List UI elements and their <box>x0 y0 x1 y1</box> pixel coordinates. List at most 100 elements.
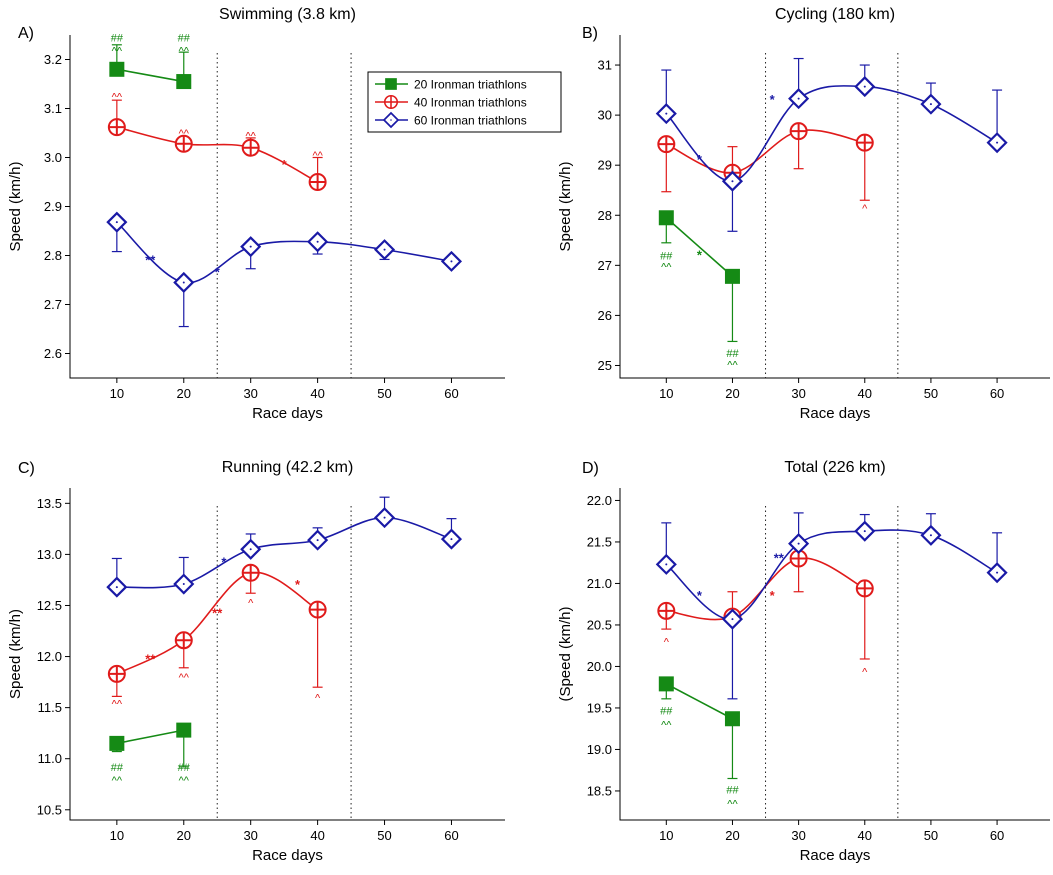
data-point <box>920 93 942 115</box>
significance-mark: * <box>215 265 221 280</box>
data-point <box>440 528 463 550</box>
significance-mark: * <box>295 577 301 592</box>
data-point <box>724 268 740 284</box>
data-point <box>307 231 329 253</box>
y-tick-label: 12.0 <box>37 649 62 664</box>
data-point <box>986 132 1008 154</box>
legend-marker <box>383 94 399 110</box>
x-tick-label: 30 <box>791 386 805 401</box>
y-tick-label: 3.0 <box>44 150 62 165</box>
data-point <box>655 103 677 125</box>
data-point <box>788 88 810 110</box>
significance-mark: * <box>770 92 776 107</box>
chart-title: Cycling (180 km) <box>775 6 895 23</box>
data-point <box>173 271 195 294</box>
significance-mark: ^ <box>862 666 868 678</box>
significance-mark: ** <box>774 551 785 566</box>
y-tick-label: 13.5 <box>37 496 62 511</box>
x-tick-label: 50 <box>924 828 938 843</box>
marker-diamond-dot <box>450 260 453 263</box>
axes-frame <box>69 35 505 379</box>
x-tick-label: 30 <box>791 828 805 843</box>
marker-diamond-dot <box>249 548 252 551</box>
marker-diamond-dot <box>182 583 185 586</box>
panel-label: A) <box>18 25 34 42</box>
data-point <box>176 74 192 90</box>
x-tick-label: 40 <box>858 828 872 843</box>
significance-mark: ^^ <box>246 130 257 142</box>
marker-diamond-dot <box>249 245 252 248</box>
legend-label: 20 Ironman triathlons <box>414 78 527 92</box>
significance-mark: * <box>697 152 703 167</box>
marker-diamond-dot <box>383 248 386 251</box>
marker-square <box>109 61 125 77</box>
panel-label: B) <box>582 25 598 42</box>
marker-square <box>109 735 125 751</box>
significance-mark: ^^ <box>661 261 672 273</box>
significance-mark: ## <box>111 32 124 44</box>
x-tick-label: 60 <box>990 828 1004 843</box>
x-axis-label: Race days <box>252 847 323 864</box>
x-tick-label: 60 <box>444 386 458 401</box>
significance-mark: ^ <box>315 692 321 704</box>
significance-mark: * <box>221 555 227 570</box>
x-tick-label: 40 <box>310 386 324 401</box>
significance-mark: * <box>697 588 703 603</box>
y-tick-label: 28 <box>598 208 612 223</box>
marker-diamond-dot <box>731 180 734 183</box>
x-tick-label: 30 <box>243 386 257 401</box>
significance-mark: ## <box>178 32 191 44</box>
significance-mark: ^^ <box>179 128 190 140</box>
marker-diamond-dot <box>115 221 118 224</box>
data-point <box>855 579 874 598</box>
data-point <box>107 118 126 137</box>
marker-diamond-dot <box>731 618 734 621</box>
marker-diamond-dot <box>450 538 453 541</box>
x-axis-label: Race days <box>800 405 871 422</box>
y-tick-label: 27 <box>598 258 612 273</box>
y-tick-label: 2.6 <box>44 346 62 361</box>
y-tick-label: 26 <box>598 308 612 323</box>
legend-marker <box>382 111 400 129</box>
significance-mark: ## <box>726 348 739 360</box>
significance-mark: * <box>770 588 776 603</box>
y-tick-label: 11.0 <box>38 751 62 766</box>
significance-mark: ^^ <box>179 672 190 684</box>
x-tick-label: 10 <box>110 828 124 843</box>
data-point <box>657 135 676 154</box>
x-tick-label: 20 <box>177 828 191 843</box>
marker-square <box>658 676 674 692</box>
y-tick-label: 2.9 <box>44 199 62 214</box>
legend: 20 Ironman triathlons 40 Ironman triathlo… <box>367 71 562 133</box>
y-tick-label: 30 <box>598 108 612 123</box>
panel-cycling: 25 26 27 28 29 30 31 10 20 30 40 50 60 B) Cycling (180… <box>557 6 1050 422</box>
data-point <box>789 122 808 141</box>
significance-mark: ^^ <box>661 720 672 732</box>
x-tick-label: 20 <box>725 386 739 401</box>
y-tick-label: 12.5 <box>37 598 62 613</box>
y-tick-label: 25 <box>598 358 612 373</box>
chart-title: Running (42.2 km) <box>222 459 354 476</box>
x-tick-label: 10 <box>659 386 673 401</box>
x-tick-label: 50 <box>377 386 391 401</box>
marker-square <box>724 268 740 284</box>
data-point <box>986 562 1008 584</box>
marker-diamond-dot <box>797 542 800 545</box>
legend-item: 60 Ironman triathlons <box>375 111 527 129</box>
y-tick-label: 2.8 <box>44 248 62 263</box>
x-tick-label: 20 <box>725 828 739 843</box>
significance-mark: * <box>282 157 288 172</box>
data-point <box>308 600 327 619</box>
data-point <box>658 676 674 692</box>
data-point <box>854 520 876 542</box>
data-point <box>176 722 192 738</box>
data-point <box>440 250 463 272</box>
x-tick-label: 40 <box>858 386 872 401</box>
axes-frame <box>619 488 1050 821</box>
data-point <box>373 507 396 529</box>
y-axis-label: Speed (km/h) <box>7 161 24 251</box>
marker-diamond-dot <box>929 103 932 106</box>
marker-square <box>176 74 192 90</box>
data-point <box>855 133 874 152</box>
series-line <box>116 571 319 675</box>
